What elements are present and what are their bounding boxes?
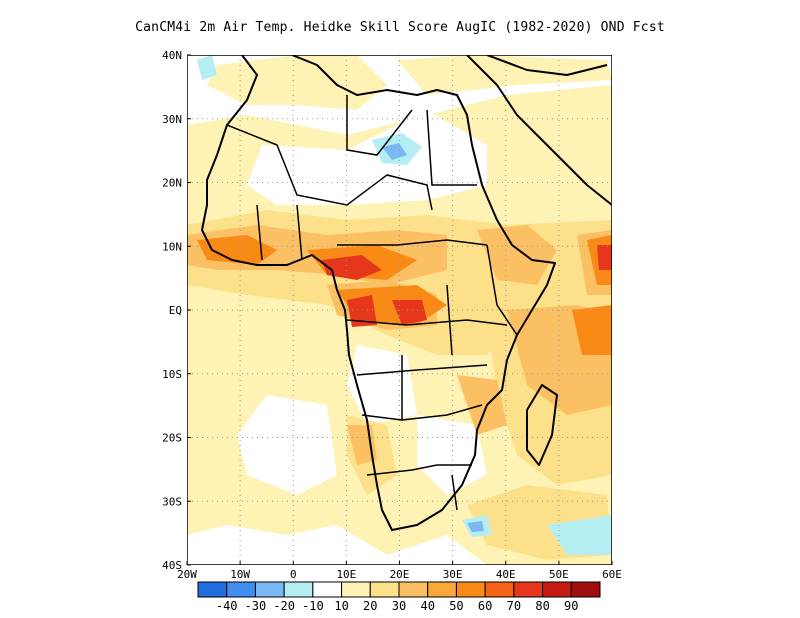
skill-shading-red [322,245,612,327]
colorbar-swatch [542,581,572,598]
skill-shading-negative [197,55,612,555]
colorbar-label: 90 [564,599,578,613]
colorbar-swatch [341,581,371,598]
lat-tick-label: 10S [162,368,182,381]
coastlines [201,55,612,531]
colorbar-label: 60 [478,599,492,613]
colorbar-label: 20 [363,599,377,613]
colorbar-swatch [226,581,256,598]
lat-tick-label: 20N [162,177,182,190]
map-panel [187,55,612,569]
colorbar-label: -10 [302,599,324,613]
colorbar-swatch [427,581,457,598]
gridlines [187,55,612,565]
lat-tick-label: 30N [162,113,182,126]
colorbar-swatch [455,581,486,598]
colorbar-swatch [197,581,228,598]
lon-tick-label: 10E [336,568,356,581]
lon-tick-label: 60E [602,568,622,581]
colorbar-swatch [369,581,400,598]
colorbar-label: 40 [420,599,434,613]
colorbar-swatch [570,581,601,598]
colorbar-swatch [254,581,285,598]
lon-tick-label: 50E [549,568,569,581]
colorbar-swatch [484,581,515,598]
lon-tick-label: 40E [496,568,516,581]
colorbar-swatch [398,581,429,598]
skill-score-map [187,55,612,565]
colorbar-label: 80 [535,599,549,613]
lon-tick-label: 20W [177,568,197,581]
colorbar-swatch [312,581,343,598]
lat-tick-label: 40S [162,559,182,572]
lat-tick-label: 10N [162,240,182,253]
map-title: CanCM4i 2m Air Temp. Heidke Skill Score … [135,20,665,35]
colorbar-label: 30 [392,599,406,613]
lat-tick-label: EQ [169,304,182,317]
colorbar-swatch [283,581,314,598]
country-borders [226,95,518,511]
lon-tick-label: 20E [390,568,410,581]
lat-tick-label: 20S [162,432,182,445]
colorbar-label: -20 [273,599,295,613]
colorbar-label: -40 [216,599,238,613]
colorbar-swatch [513,581,544,598]
colorbar-label: 10 [334,599,348,613]
lat-tick-label: 30S [162,495,182,508]
skill-shading-white [237,110,487,495]
lat-tick-label: 40N [162,49,182,62]
lon-tick-label: 10W [230,568,250,581]
colorbar-label: 50 [449,599,463,613]
colorbar-label: -30 [245,599,267,613]
lon-tick-label: 30E [443,568,463,581]
lon-tick-label: 0 [290,568,297,581]
colorbar-label: 70 [507,599,521,613]
